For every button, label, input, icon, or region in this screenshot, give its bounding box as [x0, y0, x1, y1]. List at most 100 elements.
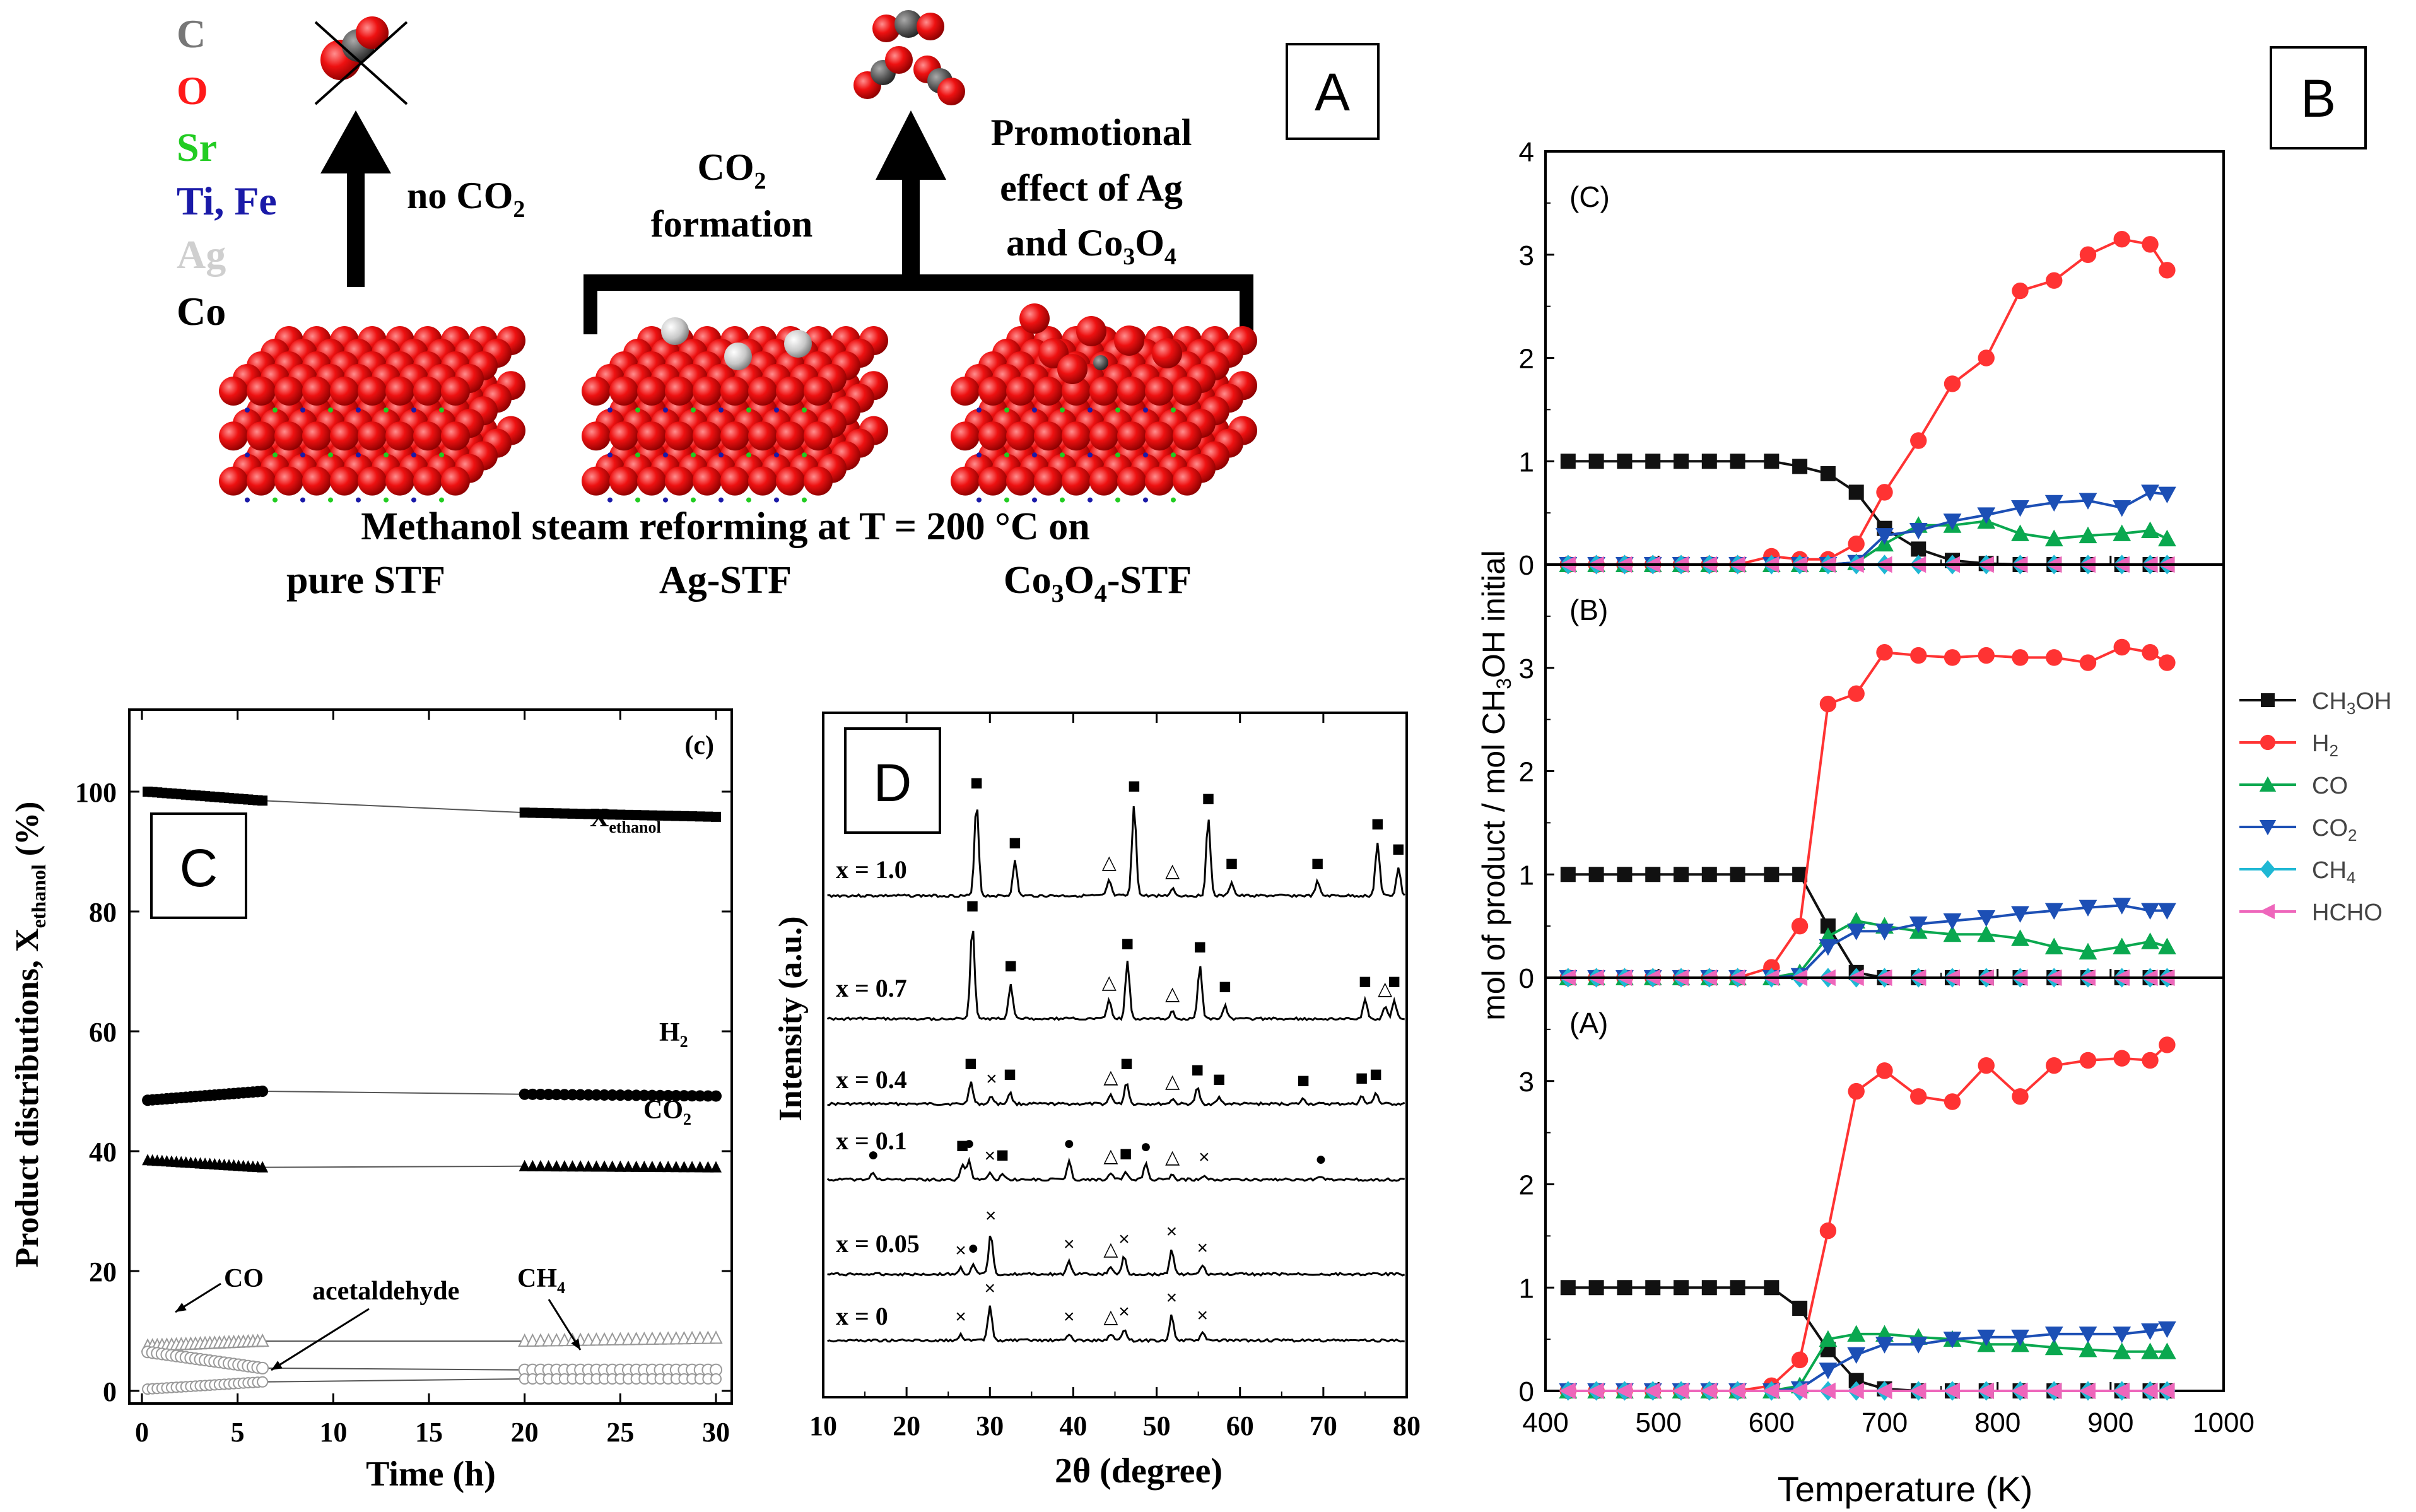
chart-d-xlabel: 2θ (degree)	[1055, 1451, 1223, 1491]
oxygen-atom	[1173, 421, 1202, 451]
oxygen-atom	[330, 466, 359, 496]
data-point	[1820, 466, 1836, 481]
x-tick-label: 15	[415, 1417, 443, 1448]
legend-titanium-iron: Ti, Fe	[177, 179, 277, 223]
data-point	[1730, 867, 1745, 882]
data-point	[1819, 695, 1837, 713]
data-point	[2260, 734, 2276, 751]
connector-line	[262, 800, 525, 814]
data-point	[678, 1090, 690, 1102]
data-point	[558, 1160, 570, 1172]
lattice-atom	[300, 452, 305, 458]
data-point	[710, 1161, 722, 1173]
label-xethanol: Xethanol	[590, 804, 661, 836]
oxygen-atom	[1034, 466, 1063, 496]
x-tick-label: 30	[976, 1410, 1004, 1441]
label-co: CO	[224, 1264, 264, 1293]
lattice-atom	[1032, 452, 1037, 458]
oxygen-atom	[582, 421, 611, 451]
lattice-atom	[802, 497, 807, 503]
data-point	[558, 1089, 570, 1101]
data-point	[2079, 526, 2097, 544]
data-point	[1764, 454, 1780, 469]
data-point	[1819, 1382, 1836, 1400]
peak-marker: ■	[970, 771, 983, 795]
oxygen-atom	[274, 466, 303, 496]
lattice-atom	[1171, 407, 1176, 413]
lattice-atom	[976, 452, 982, 458]
lattice-atom	[245, 497, 250, 503]
peak-marker: ×	[985, 1205, 997, 1226]
data-point	[257, 1161, 269, 1173]
data-point	[1848, 685, 1865, 702]
data-point	[1977, 1382, 1994, 1400]
data-point	[1764, 1280, 1780, 1296]
oxygen-atom	[720, 466, 749, 496]
peak-marker: △	[1378, 978, 1392, 999]
legend-label: CH4	[2312, 857, 2355, 887]
oxygen-atom	[637, 377, 666, 406]
data-point	[2142, 236, 2159, 253]
data-point	[614, 1089, 626, 1101]
oxygen-atom	[1089, 466, 1118, 496]
data-point	[702, 1161, 714, 1173]
data-point	[1819, 1363, 1838, 1380]
lattice-atom	[663, 407, 668, 413]
peak-marker: ■	[1193, 935, 1207, 959]
data-point	[551, 1089, 563, 1101]
lattice-atom	[328, 497, 333, 503]
data-point	[2113, 937, 2132, 954]
oxygen-atom	[748, 421, 777, 451]
data-point	[639, 810, 650, 821]
data-point	[566, 1089, 578, 1101]
data-point	[646, 1161, 658, 1173]
x-tick-label: 25	[606, 1417, 634, 1448]
data-point	[1791, 917, 1809, 935]
legend-label: CH3OH	[2312, 688, 2391, 718]
co2-formation-label-line2: formation	[651, 203, 813, 245]
pattern-label: x = 0.05	[836, 1229, 920, 1258]
data-point	[615, 809, 626, 820]
x-tick-label: 10	[319, 1417, 347, 1448]
data-point	[1645, 1280, 1661, 1296]
oxygen-atom	[637, 421, 666, 451]
peak-marker: ●	[1064, 1133, 1075, 1154]
data-point	[1943, 925, 1962, 942]
data-point	[693, 1330, 707, 1344]
silver-particle	[661, 317, 689, 345]
lattice-atom	[273, 407, 278, 413]
lattice-atom	[300, 497, 305, 503]
oxygen-atom	[1006, 466, 1035, 496]
oxygen-atom	[413, 421, 442, 451]
data-point	[2159, 1036, 2176, 1053]
lattice-atom	[774, 452, 779, 458]
y-tick-label: 20	[89, 1257, 117, 1287]
oxygen-atom	[385, 466, 414, 496]
no-co2-label: no CO2	[407, 175, 525, 223]
y-tick-label: 1	[1519, 1273, 1534, 1304]
data-point	[534, 1159, 546, 1171]
peak-marker: △	[1103, 1306, 1118, 1327]
oxygen-atom	[413, 466, 442, 496]
lattice-atom	[1171, 452, 1176, 458]
data-point	[582, 1332, 595, 1346]
legend-label: CO2	[2312, 815, 2357, 845]
data-point	[701, 1330, 715, 1344]
peak-marker: ■	[1359, 970, 1372, 993]
oxygen-atom	[1062, 466, 1091, 496]
peak-marker: ■	[1009, 831, 1022, 855]
data-point	[1847, 1347, 1866, 1364]
oxygen-atom	[385, 421, 414, 451]
data-point	[2044, 1326, 2063, 1344]
data-point	[2259, 820, 2277, 836]
y-tick-label: 3	[1519, 1067, 1534, 1098]
data-point	[711, 811, 721, 822]
oxygen-atom	[330, 377, 359, 406]
peak-marker: ■	[1119, 1142, 1132, 1166]
data-point	[1645, 454, 1661, 469]
data-point	[1672, 1382, 1689, 1400]
data-point	[1617, 867, 1633, 882]
data-point	[1847, 1382, 1864, 1400]
oxygen-atom	[302, 377, 331, 406]
lattice-atom	[1171, 497, 1176, 503]
